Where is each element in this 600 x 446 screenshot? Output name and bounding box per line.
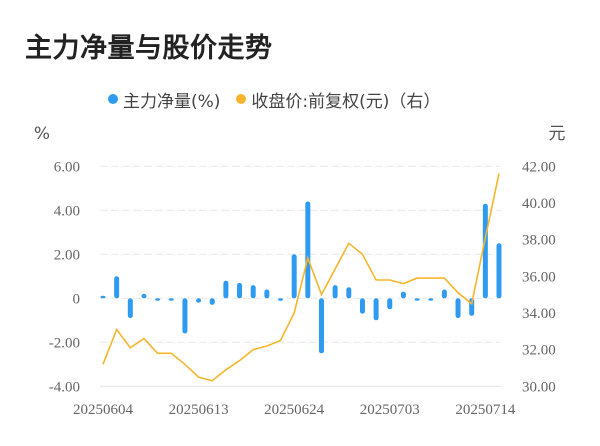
right-axis: 42.00 40.00 38.00 36.00 34.00 32.00 30.00 [522, 159, 556, 395]
circle-dot-icon [108, 94, 118, 104]
bar[interactable] [264, 289, 270, 299]
legend-label: 主力净量(%) [123, 91, 221, 112]
left-axis: 6.00 4.00 2.00 0 -2.00 -4.00 [49, 159, 80, 395]
x-axis-tick: 20250624 [264, 402, 325, 418]
bar[interactable] [141, 293, 147, 299]
bar[interactable] [482, 203, 488, 299]
x-axis-tick: 20250714 [455, 402, 516, 418]
legend-item-net-inflow[interactable]: 主力净量(%) [108, 87, 220, 112]
bar[interactable] [414, 298, 420, 301]
bar-series-net-inflow [100, 201, 502, 354]
right-axis-tick: 34.00 [522, 306, 556, 322]
bar[interactable] [250, 285, 256, 299]
circle-dot-icon [236, 94, 247, 104]
left-axis-unit: % [34, 124, 50, 144]
legend-label: 收盘价:前复权(元)（右） [251, 91, 441, 112]
x-axis: 20250604 20250613 20250624 20250703 20250714 [73, 402, 516, 418]
bar[interactable] [209, 298, 215, 305]
bar[interactable] [291, 254, 297, 299]
bar[interactable] [373, 298, 379, 321]
left-axis-tick: 4.00 [54, 203, 80, 219]
bar[interactable] [359, 298, 365, 314]
x-axis-tick: 20250613 [169, 402, 229, 418]
bar[interactable] [387, 298, 393, 310]
line-series-close-price [102, 173, 500, 382]
price-line[interactable] [102, 173, 500, 382]
bar[interactable] [182, 298, 188, 334]
bar[interactable] [441, 289, 447, 299]
legend: 主力净量(%) 收盘价:前复权(元)（右） [108, 87, 456, 112]
right-axis-tick: 42.00 [522, 159, 556, 175]
bar[interactable] [237, 282, 243, 299]
left-axis-tick: 0 [73, 291, 81, 307]
legend-item-close-price[interactable]: 收盘价:前复权(元)（右） [236, 87, 440, 112]
right-axis-tick: 38.00 [522, 233, 556, 249]
bar[interactable] [223, 280, 229, 299]
bar[interactable] [318, 298, 324, 354]
right-axis-tick: 40.00 [522, 196, 556, 212]
bar[interactable] [168, 298, 174, 301]
bar[interactable] [496, 243, 502, 299]
chart-title: 主力净量与股价走势 [25, 33, 273, 64]
bar[interactable] [455, 298, 461, 319]
left-axis-tick: -4.00 [49, 379, 80, 395]
bar[interactable] [155, 298, 161, 301]
x-axis-tick: 20250703 [360, 402, 420, 418]
right-axis-tick: 32.00 [522, 343, 556, 359]
right-axis-unit: 元 [549, 124, 566, 144]
bar[interactable] [400, 291, 406, 299]
bar[interactable] [332, 285, 338, 299]
right-axis-tick: 30.00 [522, 379, 556, 395]
bar[interactable] [428, 298, 434, 301]
bar[interactable] [305, 201, 311, 299]
right-axis-tick: 36.00 [522, 269, 556, 285]
bar[interactable] [127, 298, 133, 319]
bar[interactable] [346, 287, 352, 299]
bar[interactable] [196, 298, 202, 303]
bar[interactable] [114, 276, 120, 299]
left-axis-tick: 6.00 [54, 159, 80, 175]
x-axis-tick: 20250604 [73, 402, 134, 418]
gridlines [100, 165, 501, 387]
bar[interactable] [278, 298, 284, 301]
bar[interactable] [100, 295, 106, 299]
left-axis-tick: 2.00 [54, 247, 80, 263]
left-axis-tick: -2.00 [49, 335, 80, 351]
